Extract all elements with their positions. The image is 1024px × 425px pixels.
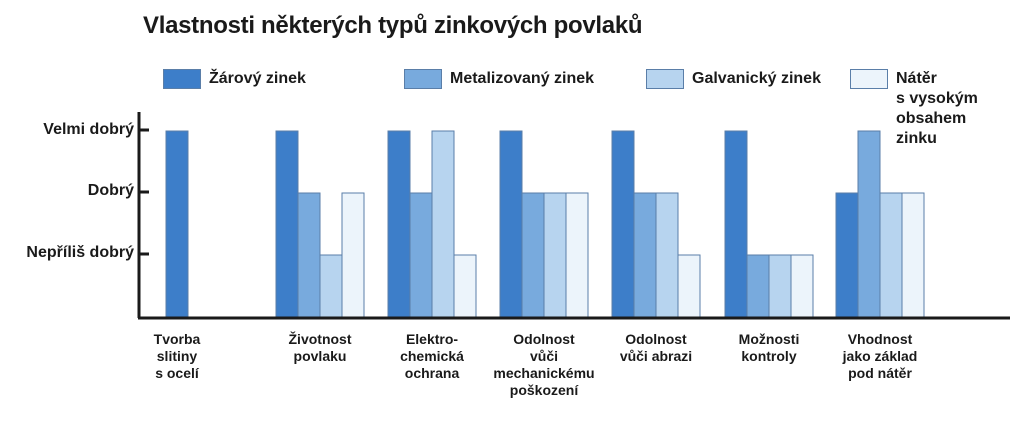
- bar-5-series-3: [655, 192, 679, 318]
- chart-title: Vlastnosti některých typů zinkových povl…: [143, 12, 643, 39]
- bar-7-series-4: [901, 192, 925, 318]
- bar-6-series-3: [768, 254, 792, 318]
- legend-item-galvanicky-zinek: Galvanický zinek: [646, 69, 821, 89]
- legend-label: Nátěr s vysokým obsahem zinku: [896, 70, 978, 147]
- bar-6-series-1: [724, 130, 748, 318]
- bar-2-series-2: [297, 192, 321, 318]
- legend-swatch: [163, 69, 201, 89]
- bar-4-series-1: [499, 130, 523, 318]
- legend-swatch: [404, 69, 442, 89]
- bar-7-series-3: [879, 192, 903, 318]
- legend-swatch: [850, 69, 888, 89]
- bar-6-series-4: [790, 254, 814, 318]
- bar-4-series-2: [521, 192, 545, 318]
- legend-item-nater-zinek: Nátěr s vysokým obsahem zinku: [850, 69, 1006, 149]
- bar-3-series-1: [387, 130, 411, 318]
- y-tick-label-neprilis-dobry: Nepříliš dobrý: [26, 244, 134, 261]
- bar-5-series-4: [677, 254, 701, 318]
- legend-item-metalizovany-zinek: Metalizovaný zinek: [404, 69, 594, 89]
- bar-5-series-1: [611, 130, 635, 318]
- bar-7-series-1: [835, 192, 859, 318]
- y-tick-label-velmi-dobry: Velmi dobrý: [43, 121, 134, 138]
- x-category-label: Odolnost vůči abrazi: [619, 331, 693, 364]
- bar-2-series-4: [341, 192, 365, 318]
- bar-5-series-2: [633, 192, 657, 318]
- bar-4-series-3: [543, 192, 567, 318]
- legend-label: Galvanický zinek: [692, 70, 821, 87]
- legend-label: Metalizovaný zinek: [450, 70, 595, 87]
- legend-label: Žárový zinek: [209, 70, 306, 87]
- y-tick-label-dobry: Dobrý: [87, 182, 134, 199]
- bar-3-series-3: [431, 130, 455, 318]
- bar-4-series-4: [565, 192, 589, 318]
- bar-7-series-2: [857, 130, 881, 318]
- bar-2-series-3: [319, 254, 343, 318]
- x-category-label: Životnost povlaku: [288, 331, 352, 364]
- x-category-label: Elektro- chemická ochrana: [400, 331, 464, 381]
- legend-swatch: [646, 69, 684, 89]
- legend-item-zarovy-zinek: Žárový zinek: [163, 69, 306, 89]
- bar-1-series-1: [165, 130, 189, 318]
- x-category-label: Odolnost vůči mechanickému poškození: [493, 331, 595, 398]
- x-category-label: Možnosti kontroly: [738, 331, 800, 364]
- bar-6-series-2: [746, 254, 770, 318]
- bar-3-series-2: [409, 192, 433, 318]
- bar-3-series-4: [453, 254, 477, 318]
- x-category-label: Vhodnost jako základ pod nátěr: [842, 331, 918, 381]
- bar-2-series-1: [275, 130, 299, 318]
- x-category-label: Tvorba slitiny s ocelí: [153, 331, 201, 381]
